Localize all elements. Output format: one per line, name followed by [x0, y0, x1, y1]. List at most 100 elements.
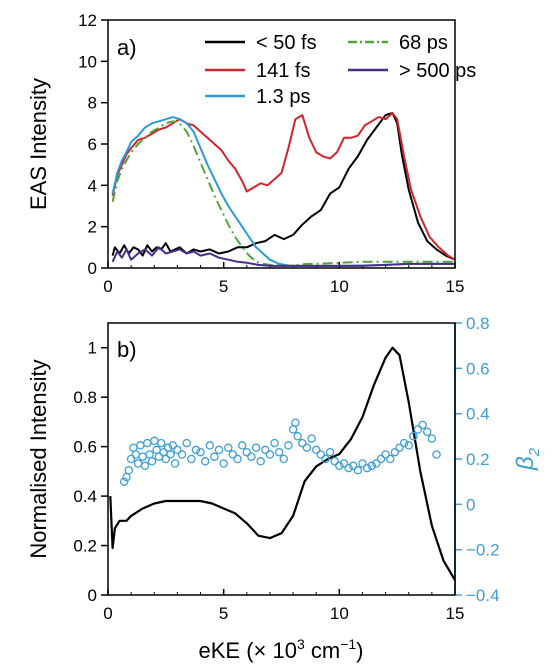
- panel-a-xtick-label: 5: [219, 277, 228, 296]
- beta2-point: [138, 452, 147, 461]
- beta2-point: [210, 452, 219, 461]
- beta2-point: [316, 450, 326, 459]
- beta2-point: [242, 447, 252, 457]
- beta2-point: [348, 461, 358, 471]
- beta2-point: [177, 450, 187, 459]
- panel-a-ytick-label: 8: [88, 94, 97, 113]
- beta2-point: [367, 461, 376, 471]
- beta2-point: [422, 427, 432, 437]
- beta2-point: [261, 445, 270, 455]
- beta2-point: [291, 418, 300, 427]
- legend-label: < 50 fs: [256, 32, 317, 54]
- panel-b-ytick-label: 0.2: [73, 537, 97, 556]
- beta2-point: [119, 477, 129, 486]
- beta2-point: [214, 445, 224, 455]
- beta2-point: [233, 454, 242, 464]
- panel-b-y2tick-label: 0.4: [466, 405, 490, 424]
- beta2-point: [124, 466, 134, 475]
- panel-a-label: a): [117, 35, 137, 60]
- panel-b-y2label: β2: [512, 447, 543, 471]
- beta2-point: [279, 454, 289, 464]
- panel-a-ytick-label: 4: [88, 176, 97, 195]
- panel-b-xtick-label: 0: [103, 604, 112, 623]
- beta2-point: [126, 454, 136, 464]
- panel-b-y2tick-label: −0.2: [466, 541, 500, 560]
- beta2-point: [404, 441, 413, 450]
- beta2-point: [307, 434, 316, 443]
- beta2-point: [353, 466, 363, 475]
- beta2-point: [224, 443, 233, 452]
- beta2-point: [140, 461, 150, 471]
- beta2-point: [413, 425, 423, 434]
- beta2-point: [362, 463, 372, 473]
- beta2-point: [376, 454, 386, 464]
- panel-b-xtick-label: 5: [219, 604, 228, 623]
- panel-b-label: b): [117, 337, 137, 362]
- panel-b-xtick-label: 15: [446, 604, 465, 623]
- beta2-point: [205, 441, 215, 450]
- legend-label: > 500 ps: [399, 60, 476, 82]
- panel-b-marks: 0 5 10 15 0 0.2 0.4 0.6 0.8 1 −0.4 −0.2 0 0.2 0.4 0.6 0.…: [73, 314, 499, 623]
- beta2-point: [136, 441, 145, 450]
- beta2-point: [156, 438, 166, 448]
- panel-b-y2tick-label: 0.8: [466, 314, 490, 333]
- beta2-point: [196, 447, 205, 457]
- beta2-point: [219, 459, 228, 468]
- beta2-point: [187, 454, 196, 464]
- beta2-point: [427, 434, 437, 443]
- beta2-point: [166, 450, 175, 459]
- panel-b-xtick-label: 10: [330, 604, 349, 623]
- beta2-point: [321, 454, 330, 464]
- beta2-point: [145, 450, 154, 459]
- panel-a-xtick-label: 15: [446, 277, 465, 296]
- panel-a-ytick-label: 6: [88, 135, 97, 154]
- panel-a: 0 5 10 15 0 2 4 6 8 10 12 a) EAS Intensity < 50 fs…: [26, 11, 476, 296]
- beta2-point: [288, 425, 298, 434]
- panel-b-ytick-label: 0.8: [73, 388, 97, 407]
- beta2-point: [182, 438, 191, 448]
- panel-b-intensity-line: [109, 346, 456, 581]
- beta2-point: [399, 438, 409, 448]
- panel-b-ytick-label: 0.6: [73, 438, 97, 457]
- beta2-point: [372, 459, 381, 468]
- beta2-point: [228, 450, 238, 459]
- panel-a-xtick-label: 10: [330, 277, 349, 296]
- beta2-point: [293, 432, 302, 441]
- beta2-point: [173, 445, 182, 455]
- x-axis-label: eKE (× 103 cm−1): [199, 636, 364, 663]
- beta2-point: [237, 441, 247, 450]
- beta2-point: [129, 443, 138, 452]
- beta2-point: [274, 447, 284, 457]
- beta2-point: [150, 436, 159, 446]
- panel-a-series-1: [111, 112, 456, 261]
- panel-a-ytick-label: 0: [88, 259, 97, 278]
- beta2-point: [159, 447, 168, 457]
- beta2-point: [298, 438, 307, 448]
- beta2-point: [191, 445, 201, 455]
- panel-a-marks: 0 5 10 15 0 2 4 6 8 10 12: [78, 11, 464, 296]
- panel-b: 0 5 10 15 0 0.2 0.4 0.6 0.8 1 −0.4 −0.2 0 0.2 0.4 0.6 0.…: [26, 314, 543, 623]
- beta2-point: [170, 459, 180, 468]
- beta2-point: [395, 443, 404, 452]
- beta2-point: [385, 454, 395, 464]
- beta2-point: [335, 461, 344, 471]
- legend-label: 141 fs: [256, 60, 310, 82]
- beta2-point: [133, 459, 143, 468]
- beta2-point: [358, 459, 367, 468]
- panel-b-y2tick-label: 0: [466, 495, 475, 514]
- panel-a-legend: < 50 fs 141 fs 1.3 ps 68 ps > 500 ps: [205, 32, 476, 108]
- beta2-point: [284, 441, 293, 450]
- panel-b-ytick-label: 0: [88, 586, 97, 605]
- panel-b-frame: [107, 322, 456, 596]
- beta2-point: [154, 452, 164, 461]
- panel-b-ylabel: Normalised Intensity: [26, 359, 51, 558]
- beta2-point: [270, 438, 279, 448]
- panel-b-ytick-label: 0.4: [73, 487, 97, 506]
- legend-label: 1.3 ps: [256, 86, 310, 108]
- panel-a-ytick-label: 12: [78, 11, 97, 30]
- beta2-point: [302, 443, 312, 452]
- beta2-point: [390, 447, 400, 457]
- beta2-point: [344, 463, 353, 473]
- beta2-point: [147, 457, 157, 466]
